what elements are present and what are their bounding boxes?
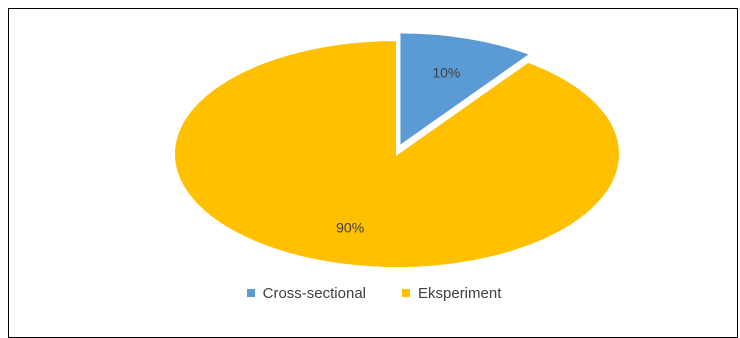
pie-chart: 10% 90% xyxy=(173,31,621,269)
legend-swatch-eksperiment xyxy=(402,289,410,297)
data-label-eksperiment: 90% xyxy=(336,220,364,236)
legend-swatch-cross-sectional xyxy=(246,289,255,297)
legend-label-cross-sectional: Cross-sectional xyxy=(262,284,366,302)
legend-label-eksperiment: Eksperiment xyxy=(418,284,502,302)
pie-slice-cross-sectional xyxy=(398,31,533,149)
legend: Cross-sectional Eksperiment xyxy=(9,281,739,305)
legend-item-cross-sectional: Cross-sectional xyxy=(246,284,366,302)
pie-slice-eksperiment xyxy=(173,38,621,269)
chart-frame: 10% 90% Cross-sectional Eksperiment xyxy=(8,8,738,338)
data-label-cross-sectional: 10% xyxy=(432,65,460,81)
legend-item-eksperiment: Eksperiment xyxy=(402,285,501,302)
